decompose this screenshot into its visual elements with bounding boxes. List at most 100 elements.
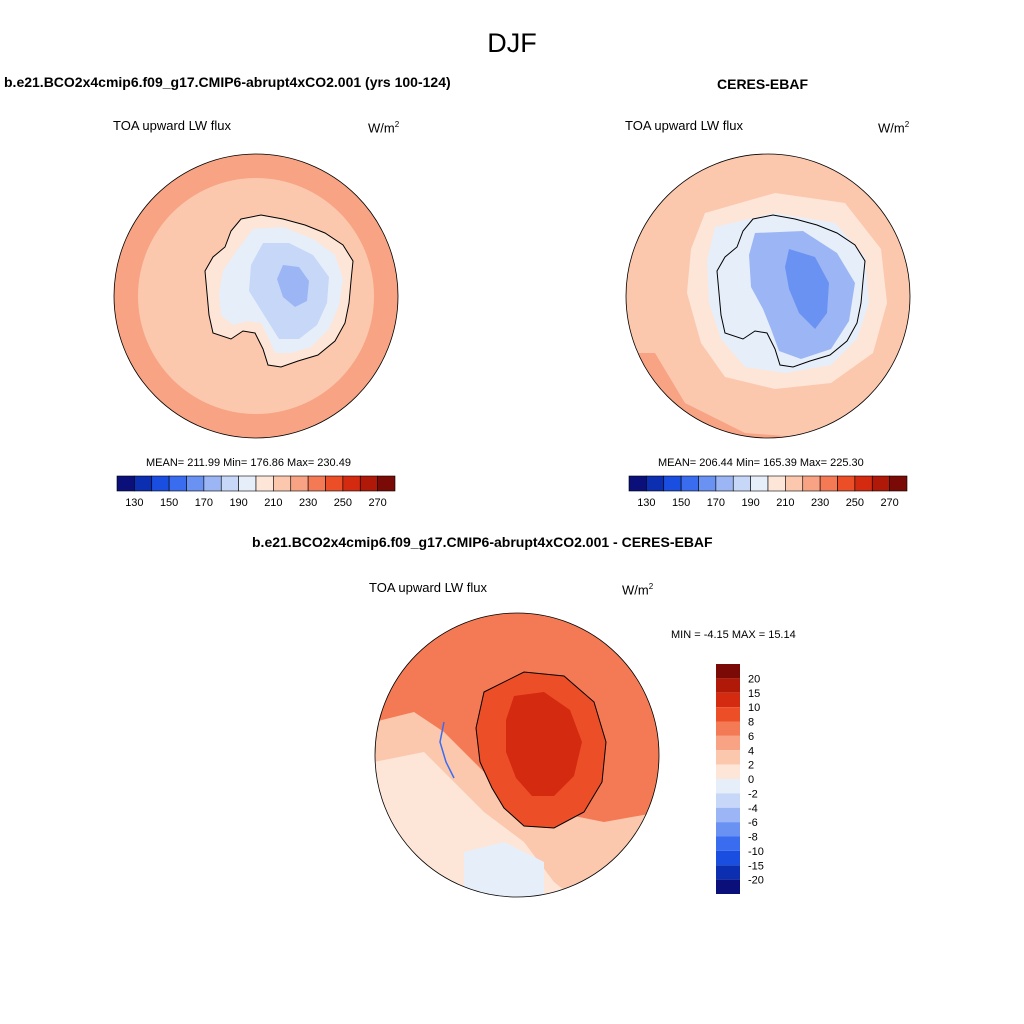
colorbar-swatch [716,793,740,808]
colorbar-swatch [255,475,274,492]
colorbar-tick-label: 270 [368,497,386,509]
colorbar-swatch [785,475,804,492]
colorbar-swatch [151,475,170,492]
colorbar-swatch [802,475,821,492]
panel1-subtitle: TOA upward LW flux [113,118,232,133]
colorbar-tick-label: -4 [748,803,758,815]
neg-small-region [464,842,544,897]
panel2-colorbar: 130 150 170 190 210 230 250 270 [628,475,908,509]
colorbar-tick-label: 210 [776,497,794,509]
colorbar-swatch [732,475,751,492]
panel2-units: W/m2 [878,120,910,136]
colorbar-swatch [716,721,740,736]
panel2-subtitle: TOA upward LW flux [625,118,744,133]
panel2-case-title: CERES-EBAF [717,76,809,92]
colorbar-tick-label: -20 [748,875,764,887]
panel3-polar-map [374,612,660,898]
colorbar-swatch [716,822,740,837]
colorbar-swatch [716,764,740,779]
colorbar-swatch [854,475,873,492]
panel1-polar-map [113,153,399,439]
colorbar-swatch [359,475,378,492]
colorbar-tick-label: 0 [748,774,754,786]
colorbar-swatch [342,475,361,492]
map-border [374,612,660,898]
colorbar-tick-label: 150 [160,497,178,509]
colorbar-swatch [290,475,309,492]
colorbar-swatch [716,779,740,794]
colorbar-tick-label: 170 [707,497,725,509]
colorbar-swatch [767,475,786,492]
panel1-units: W/m2 [368,120,400,136]
panel3-subtitle: TOA upward LW flux [369,580,488,595]
colorbar-swatch [715,475,734,492]
colorbar-swatch [819,475,838,492]
panel1-stats: MEAN= 211.99 Min= 176.86 Max= 230.49 [146,457,351,469]
colorbar-tick-label: 10 [748,702,760,714]
colorbar-swatch [203,475,222,492]
colorbar-tick-label: -2 [748,788,758,800]
panel3-units: W/m2 [622,582,654,598]
colorbar-swatch [716,735,740,751]
colorbar-swatch [716,865,740,880]
colorbar-swatch [716,692,740,708]
colorbar-tick-label: -6 [748,817,758,829]
colorbar-tick-label: 8 [748,717,754,729]
season-title: DJF [487,28,537,58]
colorbar-swatch [663,475,682,492]
colorbar-swatch [716,879,740,894]
ocean-warm-band [626,353,910,438]
colorbar-swatch [716,836,740,851]
colorbar-tick-label: 130 [125,497,143,509]
colorbar-swatch [646,475,665,492]
colorbar-swatch [716,750,740,765]
colorbar-tick-label: 150 [672,497,690,509]
colorbar-tick-label: 230 [299,497,317,509]
colorbar-swatch [186,475,205,492]
colorbar-tick-label: 15 [748,688,760,700]
colorbar-swatch [273,475,292,492]
coastline [716,214,866,368]
colorbar-tick-label: 130 [637,497,655,509]
colorbar-tick-label: 2 [748,760,754,772]
colorbar-swatch [889,475,908,492]
map-border [113,153,399,439]
colorbar-swatch [698,475,717,492]
plateau-min [785,249,829,329]
colorbar-tick-label: 20 [748,673,760,685]
colorbar-swatch [837,475,856,492]
plateau-max [506,692,582,796]
colorbar-swatch [716,807,740,823]
colorbar-swatch [716,850,740,866]
colorbar-tick-label: 190 [741,497,759,509]
colorbar-swatch [680,475,699,492]
colorbar-tick-label: 190 [229,497,247,509]
colorbar-tick-label: 250 [334,497,352,509]
colorbar-swatch [325,475,344,492]
colorbar-swatch [871,475,890,492]
panel3-case-title: b.e21.BCO2x4cmip6.f09_g17.CMIP6-abrupt4x… [252,534,713,550]
panel1-case-title: b.e21.BCO2x4cmip6.f09_g17.CMIP6-abrupt4x… [4,74,451,90]
panel3-stats: MIN = -4.15 MAX = 15.14 [671,629,796,641]
coastline [204,214,354,368]
colorbar-tick-label: -15 [748,860,764,872]
colorbar-tick-label: -10 [748,846,764,858]
colorbar-swatch [168,475,187,492]
colorbar-tick-label: -8 [748,832,758,844]
colorbar-tick-label: 230 [811,497,829,509]
colorbar-swatch [377,475,396,492]
colorbar-tick-label: 6 [748,731,754,743]
colorbar-swatch [220,475,239,492]
colorbar-swatch [238,475,257,492]
colorbar-swatch [307,475,326,492]
colorbar-swatch [134,475,153,492]
colorbar-tick-label: 270 [880,497,898,509]
colorbar-tick-label: 210 [264,497,282,509]
colorbar-swatch [716,678,740,693]
coastline [475,671,607,829]
panel1-colorbar: 130 150 170 190 210 230 250 270 [116,475,396,509]
map-border [625,153,911,439]
panel2-polar-map [625,153,911,439]
plateau-min [277,265,309,307]
colorbar-tick-label: 250 [846,497,864,509]
